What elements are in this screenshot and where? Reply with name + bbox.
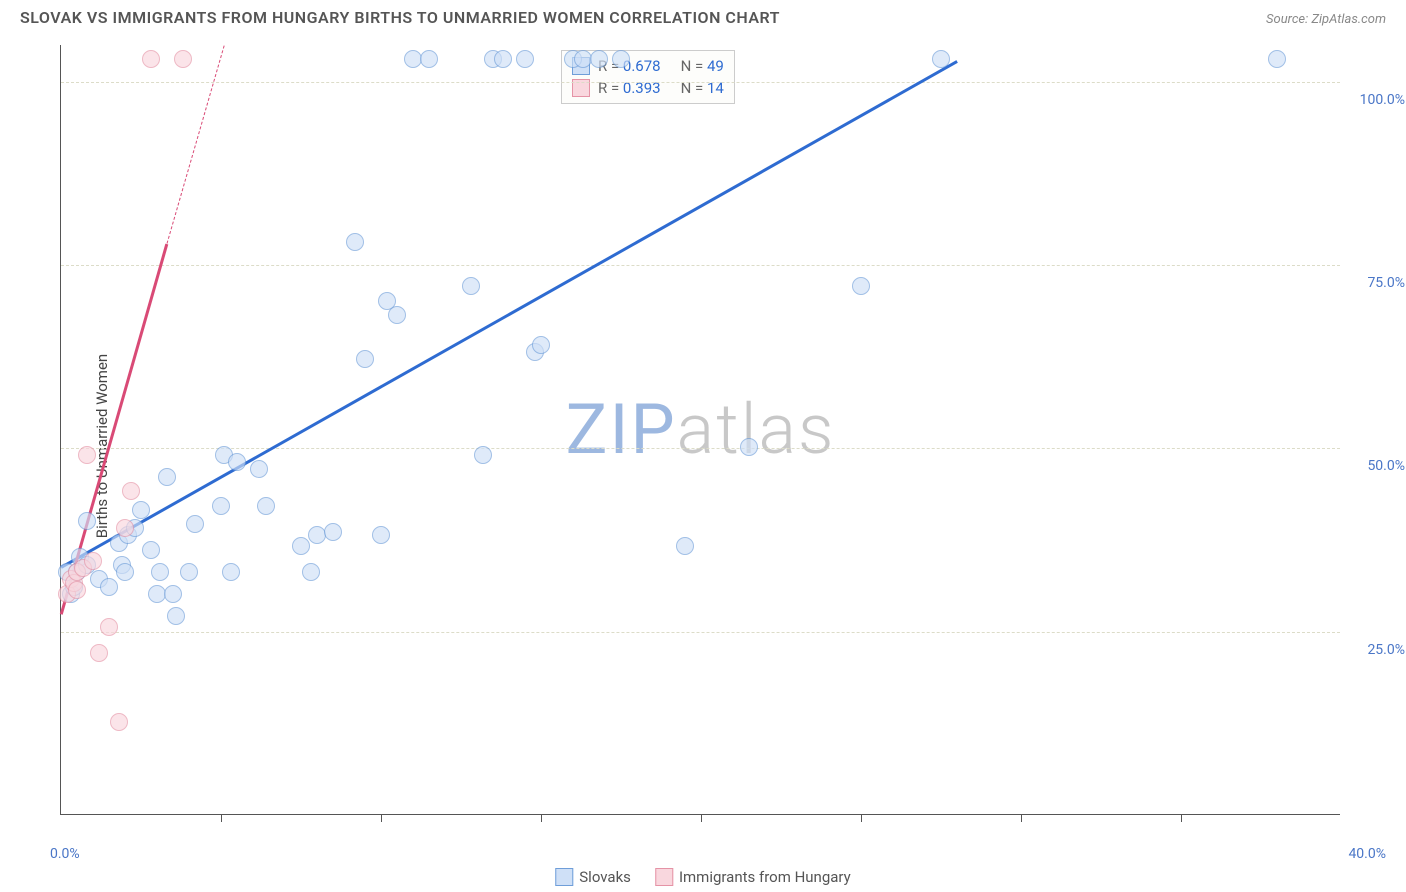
data-point [228,453,246,471]
legend-bottom-item: Slovaks [555,868,631,886]
gridline [61,448,1340,449]
data-point [142,50,160,68]
data-point [372,526,390,544]
data-point [420,50,438,68]
gridline [61,82,1340,83]
legend-series-name: Immigrants from Hungary [679,868,851,886]
data-point [164,585,182,603]
data-point [932,50,950,68]
data-point [110,713,128,731]
data-point [151,563,169,581]
trend-line-dashed [166,45,224,243]
data-point [78,512,96,530]
x-tick [861,814,862,822]
x-tick [1021,814,1022,822]
data-point [292,537,310,555]
legend-series-name: Slovaks [579,868,631,886]
data-point [180,563,198,581]
data-point [356,350,374,368]
data-point [676,537,694,555]
data-point [116,563,134,581]
data-point [302,563,320,581]
legend-swatch [655,868,673,886]
data-point [250,460,268,478]
source-attribution: Source: ZipAtlas.com [1266,8,1386,27]
legend-swatch [555,868,573,886]
data-point [494,50,512,68]
data-point [174,50,192,68]
x-tick [541,814,542,822]
data-point [142,541,160,559]
legend-row: R = 0.393N = 14 [572,77,724,99]
data-point [158,468,176,486]
x-tick [381,814,382,822]
x-axis-max-label: 40.0% [1348,846,1386,862]
data-point [84,552,102,570]
data-point [116,519,134,537]
data-point [257,497,275,515]
gridline [61,265,1340,266]
source-name: ZipAtlas.com [1311,12,1386,27]
data-point [388,306,406,324]
x-tick [221,814,222,822]
y-tick-label: 75.0% [1367,275,1405,291]
watermark: ZIPatlas [566,389,836,471]
y-tick-label: 25.0% [1367,642,1405,658]
x-tick [1181,814,1182,822]
data-point [590,50,608,68]
x-tick [701,814,702,822]
data-point [68,581,86,599]
x-axis-min-label: 0.0% [50,846,80,862]
data-point [346,233,364,251]
scatter-plot-area: ZIPatlas R = 0.678N = 49R = 0.393N = 14 … [60,45,1340,815]
series-legend: Slovaks Immigrants from Hungary [555,868,850,886]
data-point [212,497,230,515]
data-point [100,578,118,596]
data-point [612,50,630,68]
source-prefix: Source: [1266,12,1311,27]
gridline [61,632,1340,633]
data-point [132,501,150,519]
data-point [167,607,185,625]
trend-line [60,60,957,568]
data-point [474,446,492,464]
data-point [532,336,550,354]
legend-bottom-item: Immigrants from Hungary [655,868,851,886]
data-point [222,563,240,581]
data-point [122,482,140,500]
y-tick-label: 100.0% [1360,92,1405,108]
data-point [186,515,204,533]
legend-n-text: N = 49 [681,57,724,75]
data-point [462,277,480,295]
chart-title: SLOVAK VS IMMIGRANTS FROM HUNGARY BIRTHS… [20,8,780,27]
data-point [100,618,118,636]
y-tick-label: 50.0% [1367,458,1405,474]
data-point [852,277,870,295]
data-point [90,644,108,662]
data-point [1268,50,1286,68]
watermark-bold: ZIP [566,389,677,471]
data-point [78,446,96,464]
watermark-light: atlas [677,389,836,471]
data-point [516,50,534,68]
data-point [324,523,342,541]
data-point [740,438,758,456]
